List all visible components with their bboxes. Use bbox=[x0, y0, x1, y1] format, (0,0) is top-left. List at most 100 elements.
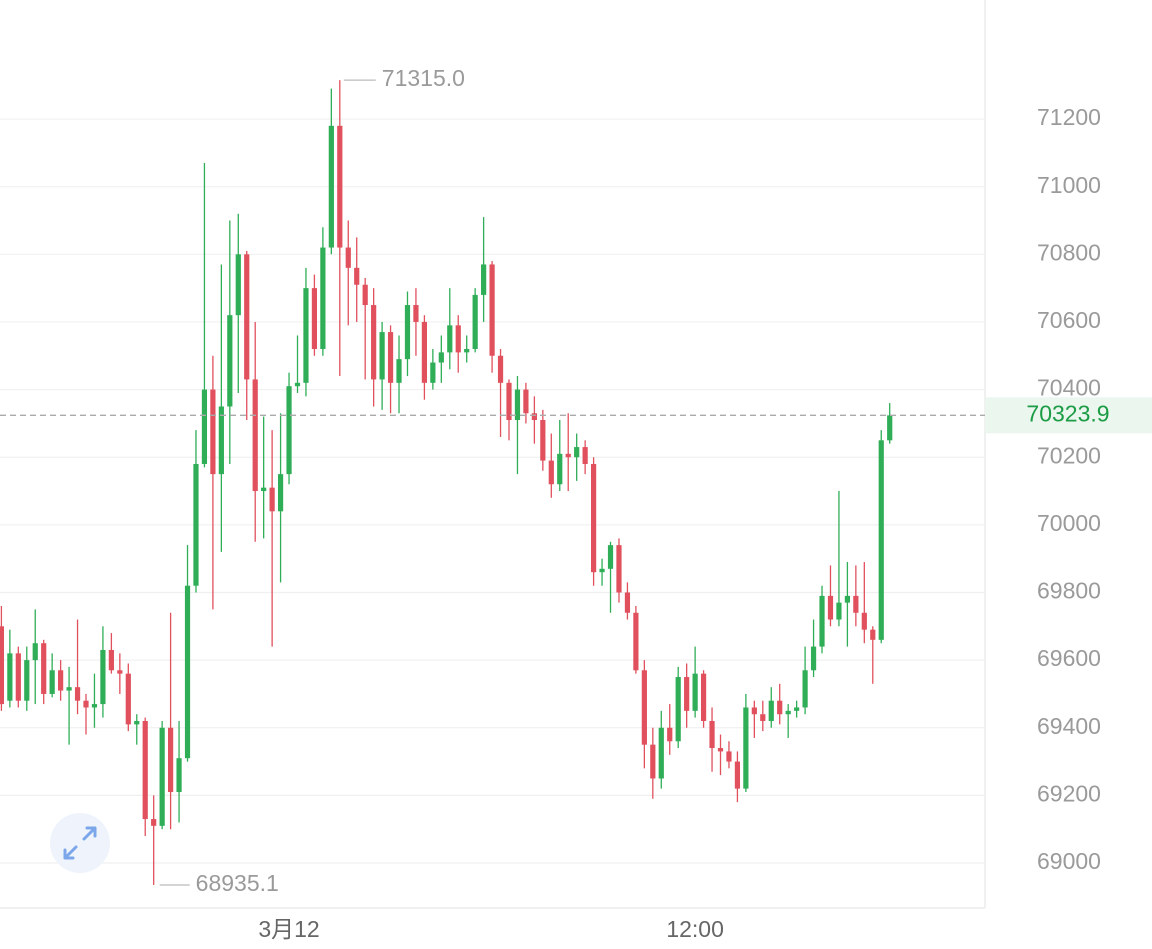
expand-button[interactable] bbox=[50, 813, 110, 873]
candle-body bbox=[387, 332, 394, 383]
overlays: 71315.0 68935.1 70323.9 bbox=[0, 65, 1152, 896]
candle-body bbox=[658, 727, 664, 779]
last-price-label: 70323.9 bbox=[1026, 400, 1109, 426]
candle-body bbox=[15, 653, 21, 701]
y-tick-label: 69800 bbox=[1037, 578, 1101, 604]
candle-body bbox=[751, 707, 757, 715]
candle-body bbox=[684, 677, 690, 711]
candle-body bbox=[41, 643, 47, 694]
candle-body bbox=[819, 595, 825, 647]
candle-body bbox=[464, 348, 470, 353]
candle-body bbox=[760, 714, 766, 721]
y-tick-label: 69600 bbox=[1037, 645, 1101, 671]
candle-body bbox=[404, 305, 411, 360]
candle-body bbox=[777, 700, 783, 715]
candle-body bbox=[734, 761, 741, 789]
candle-body bbox=[633, 612, 639, 671]
y-tick-label: 71000 bbox=[1037, 172, 1101, 198]
expand-button-bg[interactable] bbox=[50, 813, 110, 873]
y-tick-label: 70400 bbox=[1037, 375, 1101, 401]
candle-body bbox=[421, 321, 427, 383]
x-tick-label: 3月12 bbox=[258, 916, 319, 942]
candle-body bbox=[49, 670, 55, 694]
candle-body bbox=[607, 545, 614, 569]
candle-body bbox=[675, 677, 681, 742]
candle-body bbox=[184, 585, 191, 759]
candle-body bbox=[252, 379, 258, 492]
y-tick-label: 71200 bbox=[1037, 104, 1101, 130]
expand-icon bbox=[63, 826, 97, 860]
candle-body bbox=[91, 704, 98, 708]
candle-body bbox=[641, 670, 647, 745]
candle-body bbox=[328, 125, 334, 248]
candles bbox=[0, 80, 893, 885]
candle-body bbox=[692, 673, 698, 711]
candle-body bbox=[438, 352, 444, 363]
candle-body bbox=[176, 758, 182, 793]
high-label: 71315.0 bbox=[382, 65, 465, 91]
candle-body bbox=[472, 294, 478, 349]
candle-body bbox=[66, 687, 72, 691]
y-tick-label: 69000 bbox=[1037, 848, 1101, 874]
candle-body bbox=[531, 413, 537, 421]
candle-body bbox=[7, 653, 13, 701]
candle-body bbox=[320, 247, 326, 349]
candle-body bbox=[413, 305, 419, 322]
candle-body bbox=[481, 264, 487, 295]
candle-body bbox=[311, 288, 318, 349]
candle-body bbox=[58, 670, 64, 691]
candle-body bbox=[667, 727, 673, 742]
candle-body bbox=[540, 420, 546, 461]
candle-body bbox=[261, 487, 267, 492]
low-label: 68935.1 bbox=[196, 870, 279, 896]
candle-body bbox=[193, 463, 199, 586]
candle-body bbox=[574, 447, 580, 458]
x-tick-label: 12:00 bbox=[666, 916, 724, 942]
candle-body bbox=[218, 406, 224, 475]
candle-body bbox=[74, 687, 81, 701]
y-tick-label: 69400 bbox=[1037, 713, 1101, 739]
candle-body bbox=[870, 629, 876, 640]
candle-body bbox=[616, 545, 622, 593]
candle-body bbox=[861, 612, 867, 630]
candle-body bbox=[83, 700, 89, 708]
candle-body bbox=[430, 362, 436, 383]
candle-body bbox=[244, 254, 250, 380]
candle-body bbox=[565, 453, 571, 458]
candle-body bbox=[354, 267, 360, 285]
candle-body bbox=[836, 602, 842, 620]
candle-body bbox=[794, 707, 800, 711]
candle-body bbox=[717, 748, 724, 752]
candle-body bbox=[117, 670, 123, 674]
candle-body bbox=[844, 595, 850, 603]
candle-body bbox=[887, 415, 893, 441]
candle-body bbox=[168, 727, 174, 793]
candle-body bbox=[371, 305, 377, 380]
candle-body bbox=[337, 125, 343, 248]
candle-body bbox=[303, 288, 309, 383]
candle-body bbox=[810, 646, 817, 671]
candle-body bbox=[802, 670, 808, 708]
candle-body bbox=[726, 751, 732, 762]
candle-body bbox=[277, 474, 284, 512]
candle-body bbox=[523, 389, 529, 414]
candle-body bbox=[125, 673, 131, 725]
candle-body bbox=[32, 643, 38, 661]
candle-body bbox=[768, 700, 774, 721]
y-tick-label: 70200 bbox=[1037, 442, 1101, 468]
candle-body bbox=[396, 359, 402, 383]
candle-body bbox=[134, 720, 140, 725]
candle-body bbox=[785, 710, 791, 715]
candle-body bbox=[624, 592, 631, 613]
candle-body bbox=[227, 315, 233, 407]
candle-body bbox=[506, 382, 512, 421]
candle-body bbox=[108, 649, 114, 671]
candle-body bbox=[0, 626, 4, 705]
candle-body bbox=[379, 332, 385, 380]
y-tick-label: 70800 bbox=[1037, 239, 1101, 265]
grid: 69000 69200 69400 69600 69800 70000 70200 70400… bbox=[0, 104, 1101, 942]
candle-body bbox=[700, 673, 707, 721]
candle-body bbox=[853, 595, 859, 613]
candle-body bbox=[294, 382, 301, 387]
candle-body bbox=[743, 707, 749, 789]
